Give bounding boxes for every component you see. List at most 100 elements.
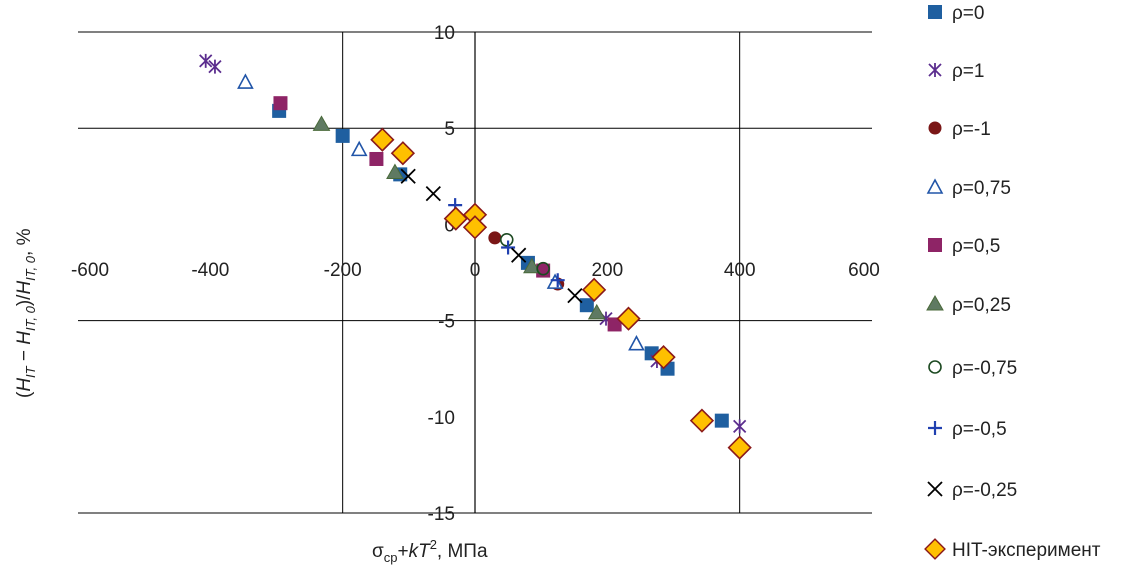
y-tick-label: 10 bbox=[434, 23, 455, 44]
diamond-marker bbox=[462, 215, 488, 240]
series-HIT-эксперимент bbox=[370, 127, 752, 460]
legend: ρ=0 ρ=1 ρ=-1 ρ=0,75 ρ=0,5 ρ=0,25 ρ=-0,75 ρ=-0,5… bbox=[924, 3, 1101, 561]
data-point bbox=[390, 141, 416, 166]
legend-item: ρ=0,75 bbox=[926, 178, 1011, 199]
data-point bbox=[386, 163, 404, 179]
legend-item: ρ=-0,25 bbox=[927, 480, 1017, 501]
asterisk-marker bbox=[199, 53, 213, 68]
data-point bbox=[579, 298, 594, 313]
data-point bbox=[199, 53, 213, 68]
data-point bbox=[273, 96, 288, 111]
data-point bbox=[501, 240, 516, 255]
data-point bbox=[488, 231, 502, 245]
data-point bbox=[208, 59, 222, 74]
square-marker bbox=[579, 298, 594, 313]
plus-marker bbox=[928, 421, 942, 435]
data-point bbox=[425, 185, 441, 202]
data-point bbox=[499, 232, 514, 247]
y-tick-label: -5 bbox=[438, 312, 455, 333]
data-point bbox=[400, 168, 416, 184]
legend-label: ρ=0 bbox=[952, 3, 984, 24]
legend-item: ρ=-1 bbox=[928, 119, 991, 140]
triangle-marker bbox=[386, 163, 404, 179]
legend-item: ρ=-0,5 bbox=[928, 419, 1007, 440]
y-tick-label: 0 bbox=[444, 215, 455, 236]
open-triangle-marker bbox=[237, 73, 254, 89]
open-circle-marker bbox=[499, 232, 514, 247]
data-point bbox=[237, 73, 254, 89]
data-point bbox=[462, 215, 488, 240]
square-marker bbox=[928, 5, 942, 19]
legend-marker bbox=[928, 63, 942, 77]
legend-marker bbox=[928, 5, 942, 19]
y-tick-label: -10 bbox=[428, 408, 455, 429]
open-circle-marker bbox=[928, 360, 942, 374]
y-tick-label: 5 bbox=[444, 119, 455, 140]
data-point bbox=[511, 247, 527, 263]
legend-label: HIT-эксперимент bbox=[952, 540, 1101, 561]
data-point bbox=[523, 257, 541, 274]
data-point bbox=[607, 317, 622, 332]
x-tick-label: 200 bbox=[591, 260, 623, 281]
series-ρ=-0,75 bbox=[499, 232, 550, 276]
open-triangle-marker bbox=[350, 140, 368, 157]
legend-item: ρ=1 bbox=[928, 61, 984, 82]
x-marker bbox=[567, 287, 583, 304]
data-point bbox=[727, 435, 752, 460]
diamond-marker bbox=[370, 127, 395, 152]
x-tick-label: 600 bbox=[848, 260, 880, 281]
tick-labels: -600 -400 -200 0 200 400 600 10 5 0 -5 -10 -15 bbox=[71, 23, 880, 525]
data-point bbox=[369, 151, 384, 166]
asterisk-marker bbox=[208, 59, 222, 74]
series-ρ=0,5 bbox=[273, 96, 622, 332]
legend-marker bbox=[924, 538, 946, 560]
asterisk-marker bbox=[928, 63, 942, 77]
x-tick-label: -400 bbox=[191, 260, 229, 281]
x-tick-label: 400 bbox=[724, 260, 756, 281]
legend-item: ρ=0,5 bbox=[928, 236, 1000, 257]
legend-marker bbox=[928, 238, 942, 252]
legend-label: ρ=-1 bbox=[952, 119, 991, 140]
x-tick-label: -200 bbox=[324, 260, 362, 281]
asterisk-marker bbox=[733, 419, 747, 434]
series-ρ=-0,5 bbox=[448, 198, 565, 288]
legend-marker bbox=[927, 481, 943, 497]
triangle-marker bbox=[523, 257, 541, 274]
data-point bbox=[370, 127, 395, 152]
legend-label: ρ=-0,75 bbox=[952, 358, 1017, 379]
square-marker bbox=[928, 238, 942, 252]
legend-item: ρ=0,25 bbox=[926, 294, 1011, 316]
data-point bbox=[536, 261, 550, 276]
data-point bbox=[567, 287, 583, 304]
legend-label: ρ=-0,5 bbox=[952, 419, 1007, 440]
data-point bbox=[335, 128, 350, 143]
legend-marker bbox=[926, 178, 944, 194]
data-points bbox=[199, 53, 752, 460]
legend-label: ρ=1 bbox=[952, 61, 984, 82]
series-ρ=0,25 bbox=[312, 115, 606, 320]
triangle-marker bbox=[312, 115, 331, 131]
legend-label: ρ=0,5 bbox=[952, 236, 1000, 257]
circle-marker bbox=[928, 121, 942, 135]
square-marker bbox=[369, 151, 384, 166]
series-ρ=-0,25 bbox=[400, 168, 583, 304]
diamond-marker bbox=[390, 141, 416, 166]
legend-marker bbox=[928, 421, 942, 435]
x-tick-label: 0 bbox=[470, 260, 481, 281]
data-point bbox=[651, 345, 676, 370]
x-axis-label: σcp+kT2, МПа bbox=[372, 537, 488, 565]
x-tick-label: -600 bbox=[71, 260, 109, 281]
legend-marker bbox=[928, 360, 942, 374]
square-marker bbox=[273, 96, 288, 111]
data-point bbox=[616, 306, 641, 331]
gridlines bbox=[78, 31, 872, 514]
data-point bbox=[550, 273, 565, 288]
x-marker bbox=[400, 168, 416, 184]
data-point bbox=[581, 277, 607, 302]
y-tick-label: -15 bbox=[428, 504, 455, 525]
square-marker bbox=[335, 128, 350, 143]
data-point bbox=[350, 140, 368, 157]
x-marker bbox=[425, 185, 441, 202]
data-point bbox=[312, 115, 331, 131]
x-marker bbox=[927, 481, 943, 497]
